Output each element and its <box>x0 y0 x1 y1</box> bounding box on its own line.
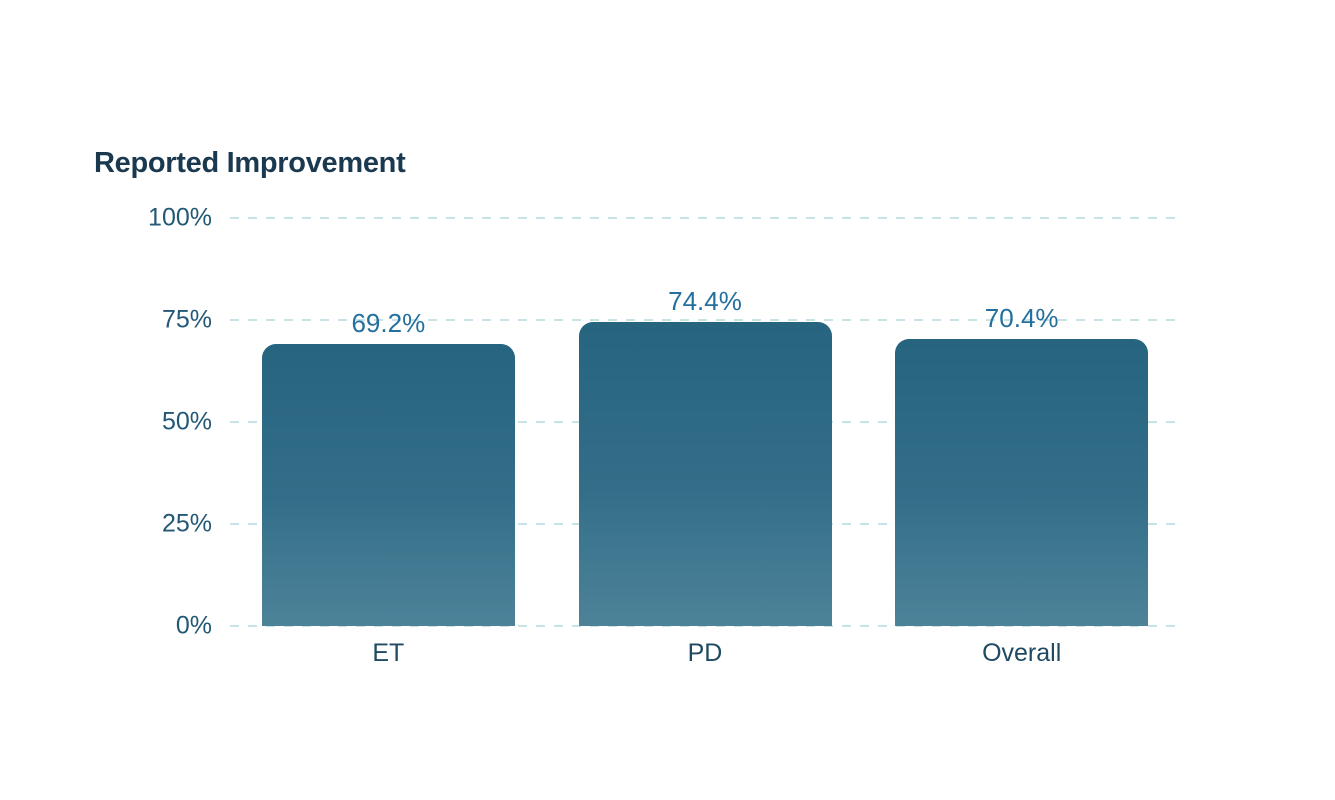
y-tick-label: 25% <box>161 509 212 538</box>
chart-title: Reported Improvement <box>94 147 406 179</box>
gridline <box>230 217 1180 219</box>
bar-value-label: 69.2% <box>351 307 426 338</box>
y-tick-label: 50% <box>161 407 212 436</box>
x-category-label: PD <box>687 639 723 667</box>
bars-layer: 69.2% ET 74.4% PD 70.4% Overall <box>230 218 1180 667</box>
y-tick-label: 100% <box>148 203 212 232</box>
bar-group-et: 69.2% ET <box>230 218 547 667</box>
y-axis-tick-labels: 0% 25% 50% 75% 100% <box>148 205 1180 638</box>
y-tick-label: 0% <box>175 611 212 640</box>
bar-value-label: 74.4% <box>668 286 742 317</box>
gridline <box>230 319 1180 321</box>
x-category-label: ET <box>372 639 405 667</box>
bar-pd: 74.4% PD <box>578 287 832 667</box>
bar-value-label: 70.4% <box>984 302 1059 333</box>
bar-group-overall: 70.4% Overall <box>863 218 1180 667</box>
x-category-label: Overall <box>982 639 1062 667</box>
gridline <box>230 625 1180 627</box>
bar-overall: 70.4% Overall <box>895 304 1149 667</box>
y-tick-label: 75% <box>161 305 212 334</box>
bar-group-pd: 74.4% PD <box>547 218 864 667</box>
bar-et: 69.2% ET <box>261 309 515 667</box>
plot-area: 0% 25% 50% 75% 100% 69.2% ET 74.4% PD 70.4% Overa… <box>148 205 1180 667</box>
